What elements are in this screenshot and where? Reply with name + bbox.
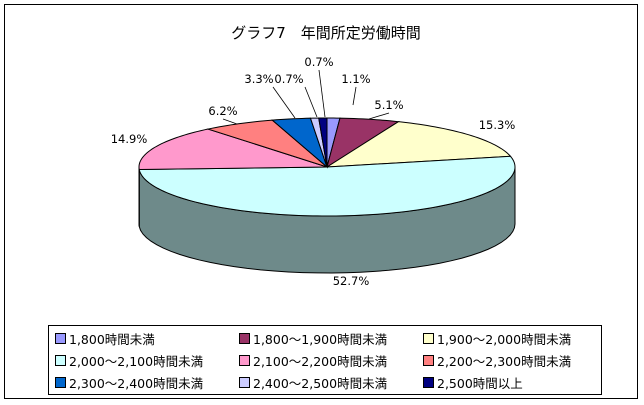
legend-item-2-400-2-500: 2,400～2,500時間未満 — [239, 372, 387, 392]
pie-slice-2-200-2-300 — [206, 119, 328, 168]
leader-line-1-800-1-900 — [368, 112, 390, 120]
legend-label: 2,100～2,200時間未満 — [253, 353, 388, 369]
legend-swatch — [239, 332, 250, 344]
legend-swatch — [239, 354, 250, 366]
legend-swatch — [55, 376, 66, 388]
legend-label: 1,900～2,000時間未満 — [437, 331, 572, 347]
pie-slice-2-300-2-400 — [271, 117, 329, 169]
legend-item-2-000-2-100: 2,000～2,100時間未満 — [55, 350, 203, 370]
legend-swatch — [423, 376, 434, 388]
legend-swatch — [423, 354, 434, 366]
data-label-2-100-2-200: 14.9% — [111, 132, 148, 146]
legend: 1,800時間未満 1,800～1,900時間未満 1,900～2,000時間未満 2… — [48, 325, 602, 395]
pie-slice-2-000-2-100 — [138, 155, 516, 217]
leader-line-2-300-2-400 — [272, 86, 296, 119]
legend-swatch — [239, 376, 250, 388]
legend-swatch — [423, 332, 434, 344]
leader-line-2-400-2-500 — [304, 86, 318, 118]
legend-label: 2,000～2,100時間未満 — [69, 353, 204, 369]
legend-item-1-900-2-000: 1,900～2,000時間未満 — [423, 328, 571, 348]
data-label-1-900-2-000: 15.3% — [479, 118, 516, 132]
leader-line-2-500 — [318, 69, 326, 118]
data-label-2-200-2-300: 6.2% — [208, 104, 237, 118]
pie-slice-2-500 — [318, 117, 328, 168]
chart-title: グラフ7 年間所定労働時間 — [231, 24, 421, 42]
legend-label: 2,200～2,300時間未満 — [437, 353, 572, 369]
pie-slice-1-800-1-900 — [326, 117, 400, 169]
legend-label: 2,500時間以上 — [437, 375, 523, 391]
legend-label: 2,300～2,400時間未満 — [69, 375, 204, 391]
legend-swatch — [55, 354, 66, 366]
data-label-2-300-2-400: 3.3% — [244, 72, 273, 86]
data-label-2-000-2-100: 52.7% — [333, 274, 370, 288]
pie-chart: グラフ7 年間所定労働時間 1.1% 5.1% 15.3% 52.7% 14.9% 6.2… — [111, 24, 516, 288]
pie-slice-1-900-2-000 — [325, 121, 512, 168]
data-label-1-800: 1.1% — [341, 72, 370, 86]
legend-item-1-800: 1,800時間未満 — [55, 328, 155, 348]
legend-item-1-800-1-900: 1,800～1,900時間未満 — [239, 328, 387, 348]
legend-item-2-500: 2,500時間以上 — [423, 372, 523, 392]
legend-item-2-200-2-300: 2,200～2,300時間未満 — [423, 350, 571, 370]
legend-item-2-300-2-400: 2,300～2,400時間未満 — [55, 372, 203, 392]
data-label-1-800-1-900: 5.1% — [374, 98, 403, 112]
pie-slice-2-100-2-200 — [138, 128, 328, 170]
legend-label: 1,800時間未満 — [69, 331, 155, 347]
legend-item-2-100-2-200: 2,100～2,200時間未満 — [239, 350, 387, 370]
legend-swatch — [55, 332, 66, 344]
legend-label: 1,800～1,900時間未満 — [253, 331, 388, 347]
legend-label: 2,400～2,500時間未満 — [253, 375, 388, 391]
chart-frame: グラフ7 年間所定労働時間 1.1% 5.1% 15.3% 52.7% 14.9% 6.2… — [4, 4, 638, 399]
leader-line-1-800 — [352, 86, 357, 106]
data-label-2-400-2-500: 0.7% — [274, 72, 303, 86]
leader-line-2-200-2-300 — [222, 118, 238, 125]
data-label-2-500: 0.7% — [304, 55, 333, 69]
